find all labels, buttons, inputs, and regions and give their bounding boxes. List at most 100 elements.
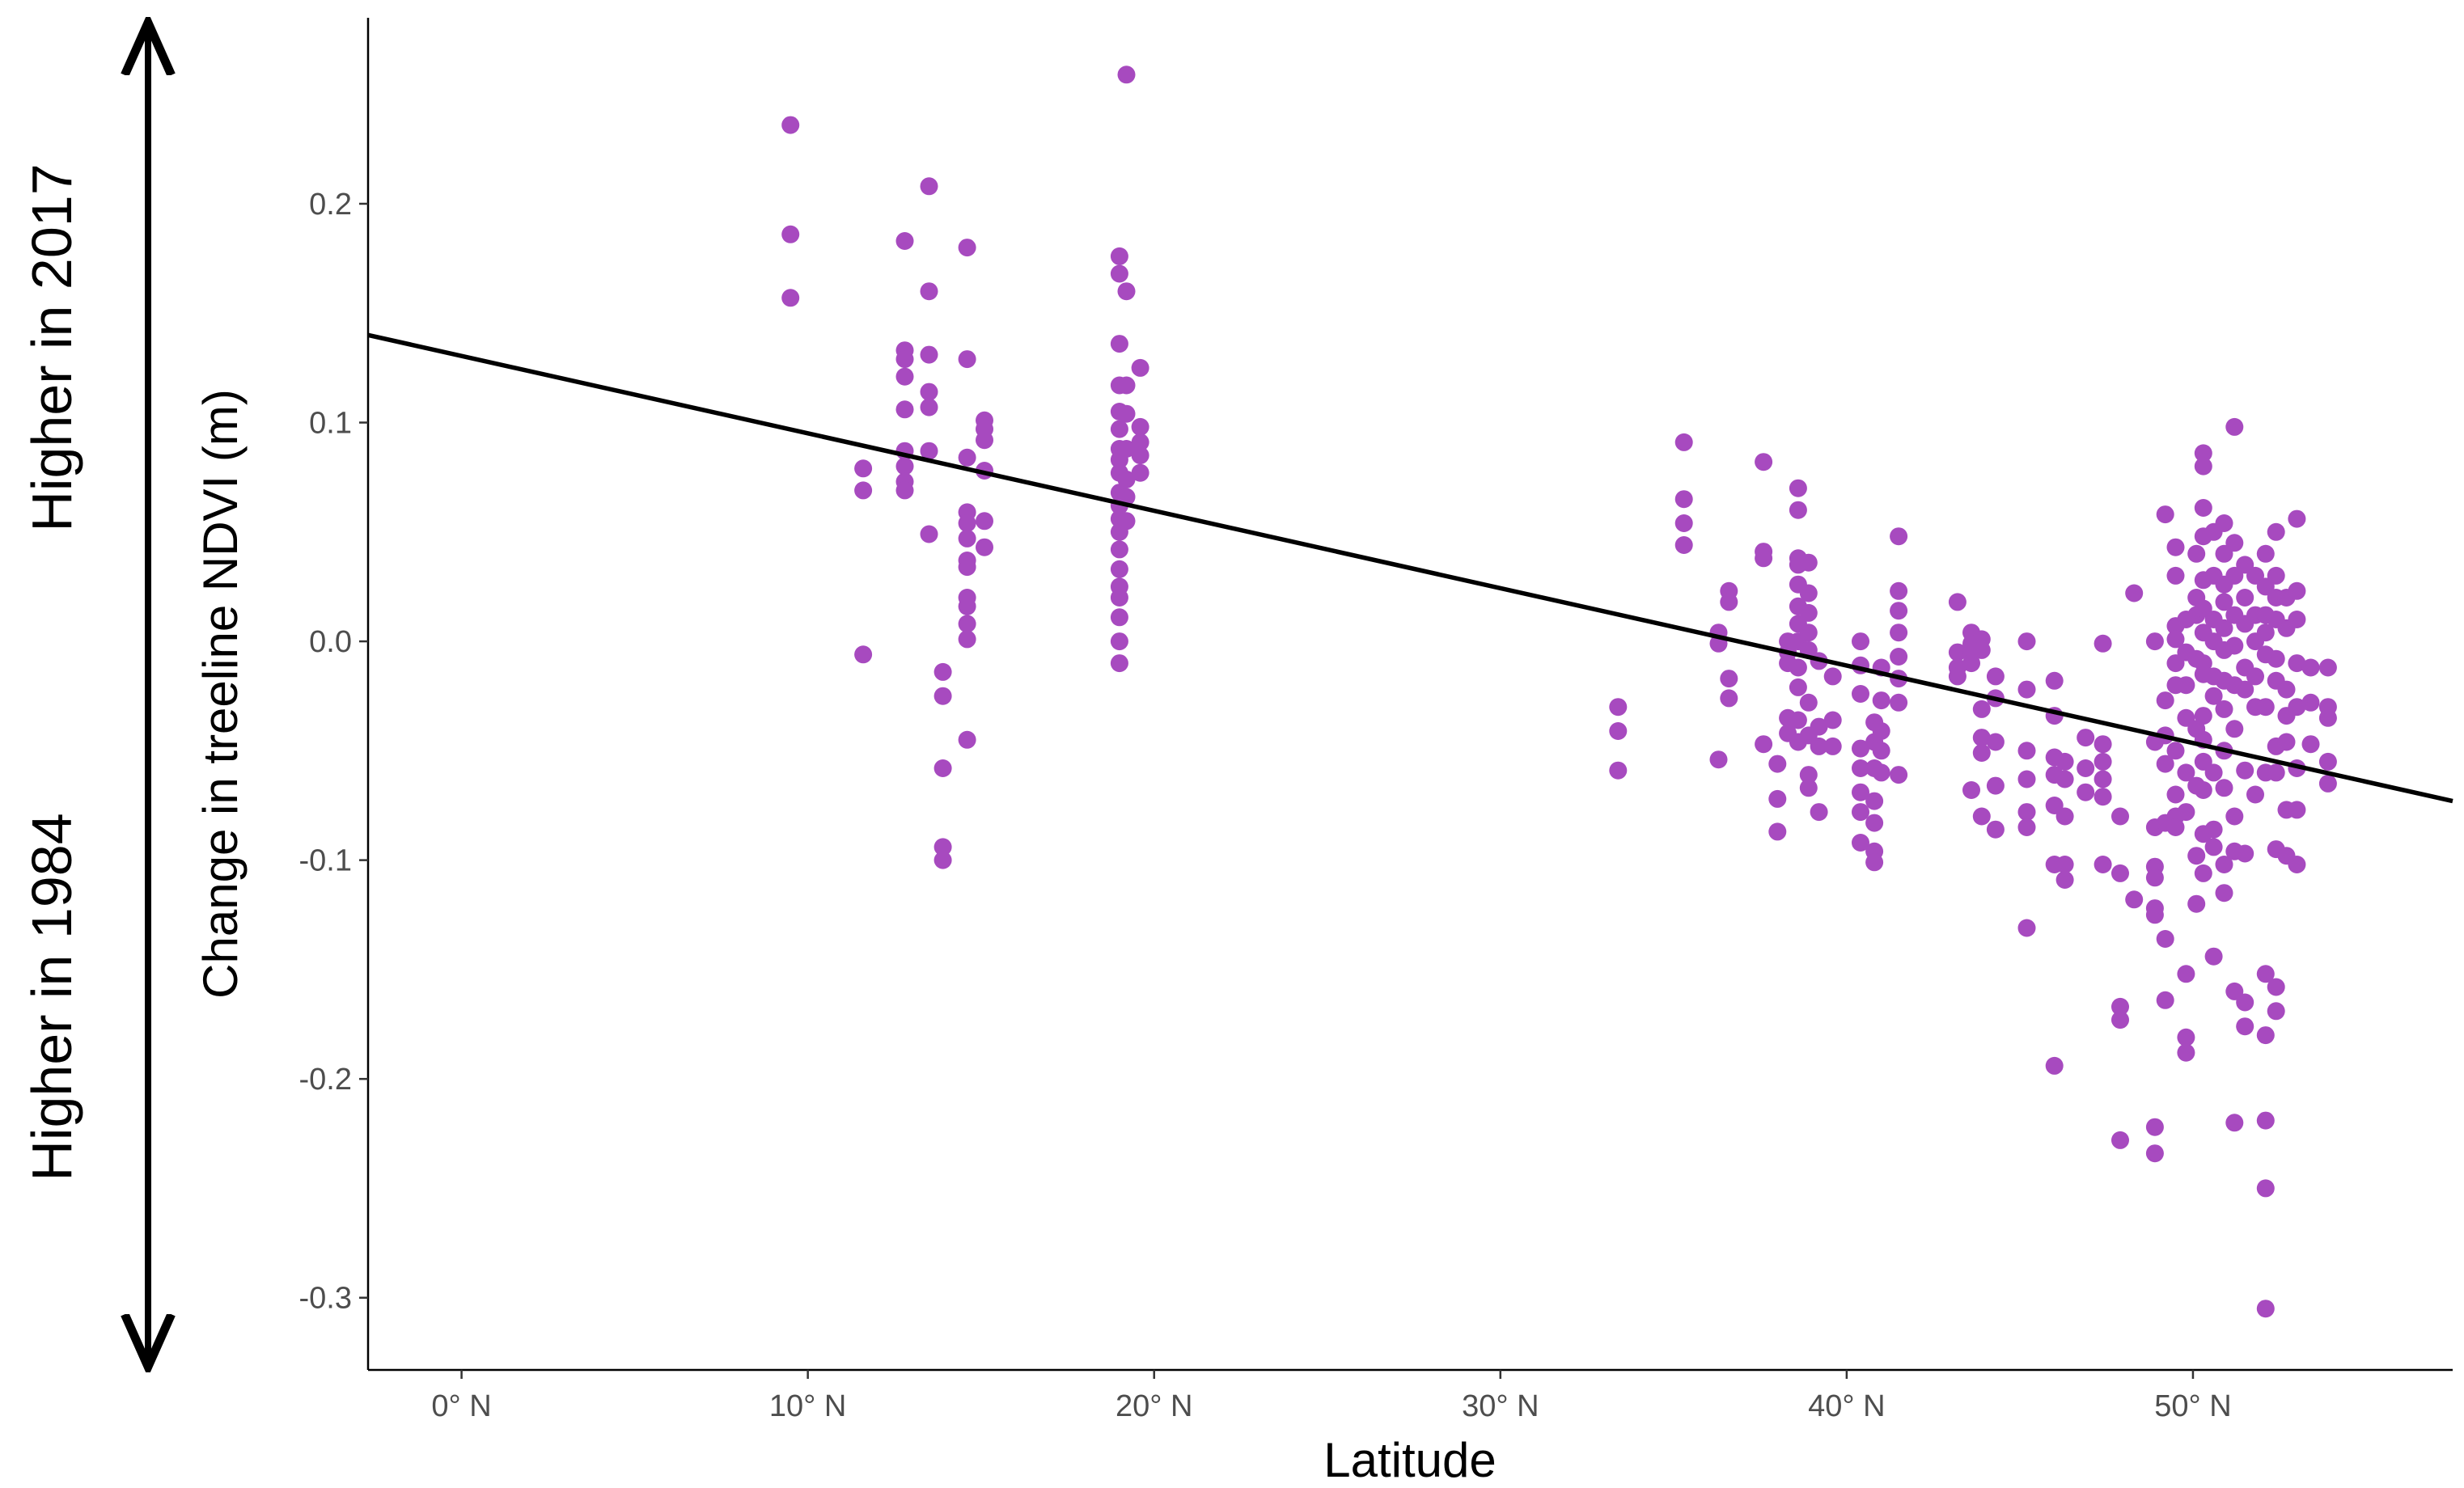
data-point bbox=[2204, 838, 2223, 856]
data-point bbox=[976, 512, 993, 531]
data-point bbox=[1755, 549, 1773, 568]
data-point bbox=[2055, 807, 2074, 826]
data-point bbox=[2166, 566, 2185, 585]
data-point bbox=[958, 615, 976, 633]
data-point bbox=[2017, 803, 2036, 822]
data-point bbox=[2077, 783, 2095, 801]
data-point bbox=[1948, 593, 1967, 611]
data-point bbox=[854, 645, 873, 664]
data-point bbox=[2256, 1300, 2275, 1318]
data-point bbox=[1131, 446, 1149, 465]
data-point bbox=[920, 345, 938, 364]
data-point bbox=[1799, 693, 1818, 712]
data-point bbox=[958, 630, 976, 649]
data-point bbox=[2111, 807, 2129, 826]
data-point bbox=[1117, 404, 1136, 423]
y-tick-label: 0.0 bbox=[309, 625, 352, 659]
data-point bbox=[1674, 490, 1693, 509]
data-point bbox=[1972, 700, 1991, 718]
data-point bbox=[2215, 593, 2233, 611]
data-point bbox=[2017, 818, 2036, 836]
data-point bbox=[2267, 763, 2285, 782]
data-point bbox=[1110, 247, 1128, 265]
data-point bbox=[1789, 658, 1807, 677]
data-point bbox=[2055, 871, 2074, 889]
data-point bbox=[2145, 906, 2164, 924]
data-point bbox=[2125, 584, 2144, 602]
data-point bbox=[920, 177, 938, 196]
data-point bbox=[1755, 453, 1773, 471]
data-point bbox=[2156, 755, 2174, 773]
y-tick-label: -0.1 bbox=[299, 844, 352, 878]
data-point bbox=[2225, 807, 2244, 826]
data-point bbox=[2256, 544, 2275, 563]
data-point bbox=[1865, 792, 1884, 810]
data-point bbox=[1799, 584, 1818, 602]
data-point bbox=[1890, 766, 1908, 784]
data-point bbox=[920, 442, 938, 460]
data-point bbox=[2246, 667, 2264, 686]
data-point bbox=[1110, 540, 1128, 559]
data-point bbox=[1810, 737, 1828, 755]
data-point bbox=[2145, 1144, 2164, 1163]
data-point bbox=[1890, 693, 1908, 712]
data-point bbox=[920, 525, 938, 543]
data-point bbox=[1117, 470, 1136, 488]
data-point bbox=[1986, 733, 2005, 751]
data-point bbox=[895, 350, 914, 369]
data-point bbox=[2301, 658, 2320, 677]
data-point bbox=[2177, 676, 2195, 695]
data-point bbox=[2166, 630, 2185, 649]
data-point bbox=[1986, 820, 2005, 839]
data-point bbox=[2094, 752, 2112, 771]
data-point bbox=[1110, 608, 1128, 627]
y-axis-ticks: 0.2 0.1 0.0 -0.1 -0.2 -0.3 bbox=[299, 188, 368, 1316]
data-point bbox=[2204, 763, 2223, 782]
data-point bbox=[2177, 803, 2195, 822]
data-point bbox=[1789, 479, 1807, 497]
data-point bbox=[2236, 993, 2254, 1012]
data-point bbox=[2194, 864, 2212, 882]
x-axis-title: Latitude bbox=[1323, 1433, 1497, 1487]
data-point bbox=[2055, 770, 2074, 788]
y-tick-label: 0.1 bbox=[309, 407, 352, 441]
data-point bbox=[1890, 624, 1908, 642]
data-point bbox=[1720, 670, 1738, 688]
x-tick-label: 50° N bbox=[2154, 1389, 2231, 1423]
data-point bbox=[2166, 785, 2185, 804]
data-point bbox=[1609, 722, 1628, 740]
data-point bbox=[1823, 711, 1842, 729]
data-point bbox=[1852, 685, 1869, 703]
x-tick-label: 10° N bbox=[769, 1389, 846, 1423]
data-point bbox=[2288, 509, 2306, 528]
data-point bbox=[2077, 759, 2095, 777]
data-point bbox=[2301, 693, 2320, 712]
data-point bbox=[2177, 1043, 2195, 1062]
x-tick-label: 30° N bbox=[1462, 1389, 1539, 1423]
data-point bbox=[2187, 847, 2206, 865]
x-tick-label: 20° N bbox=[1116, 1389, 1192, 1423]
data-point bbox=[1117, 66, 1136, 84]
data-point bbox=[2094, 770, 2112, 788]
data-point bbox=[1720, 593, 1738, 611]
data-point bbox=[1755, 735, 1773, 754]
data-point bbox=[2288, 654, 2306, 673]
data-point bbox=[854, 459, 873, 478]
data-point bbox=[1852, 632, 1869, 651]
data-point bbox=[1131, 417, 1149, 436]
data-point bbox=[2236, 844, 2254, 863]
data-point bbox=[1674, 514, 1693, 532]
data-point bbox=[1674, 536, 1693, 554]
data-point bbox=[934, 851, 952, 869]
data-point bbox=[895, 457, 914, 476]
data-point bbox=[2256, 965, 2275, 983]
data-point bbox=[2077, 729, 2095, 747]
data-point bbox=[958, 350, 976, 369]
data-point bbox=[2055, 856, 2074, 873]
data-point bbox=[2256, 624, 2275, 642]
data-point bbox=[2177, 763, 2195, 782]
data-point bbox=[2166, 818, 2185, 836]
data-point bbox=[1852, 759, 1869, 777]
data-point bbox=[2194, 457, 2212, 476]
data-point bbox=[2194, 444, 2212, 463]
